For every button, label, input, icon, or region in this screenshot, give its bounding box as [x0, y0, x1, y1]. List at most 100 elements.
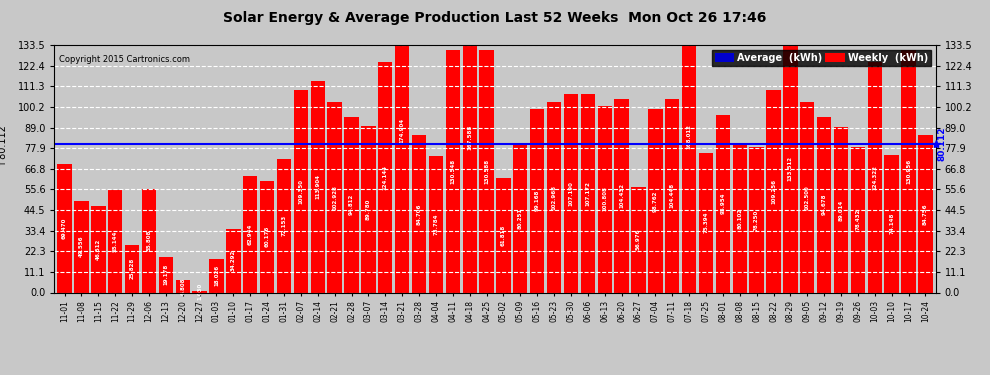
Bar	[175, 280, 190, 292]
Bar	[412, 135, 427, 292]
Text: 130.548: 130.548	[450, 159, 455, 184]
Text: 18.026: 18.026	[214, 265, 219, 286]
Bar	[446, 51, 460, 292]
Bar	[834, 128, 848, 292]
Text: Copyright 2015 Cartronics.com: Copyright 2015 Cartronics.com	[58, 55, 190, 64]
Text: 102.968: 102.968	[551, 184, 556, 210]
Text: 130.956: 130.956	[906, 159, 911, 184]
Text: 104.432: 104.432	[619, 183, 624, 208]
Text: 6.808: 6.808	[180, 278, 185, 295]
Legend: Average  (kWh), Weekly  (kWh): Average (kWh), Weekly (kWh)	[712, 50, 931, 66]
Text: 1.030: 1.030	[197, 283, 202, 300]
Text: 78.432: 78.432	[855, 209, 860, 231]
Text: 19.178: 19.178	[163, 264, 168, 285]
Text: 89.780: 89.780	[366, 199, 371, 220]
Bar	[108, 190, 123, 292]
Bar	[530, 109, 544, 292]
Bar	[615, 99, 629, 292]
Bar	[648, 110, 662, 292]
Text: 98.762: 98.762	[652, 190, 657, 211]
Bar	[209, 259, 224, 292]
Text: 102.928: 102.928	[333, 184, 338, 210]
Bar	[462, 0, 477, 292]
Text: 124.144: 124.144	[383, 165, 388, 190]
Bar	[91, 206, 106, 292]
Text: 56.976: 56.976	[636, 229, 641, 251]
Bar	[884, 155, 899, 292]
Bar	[277, 159, 291, 292]
Bar	[378, 62, 392, 292]
Bar	[766, 90, 781, 292]
Text: Solar Energy & Average Production Last 52 Weeks  Mon Oct 26 17:46: Solar Energy & Average Production Last 5…	[224, 11, 766, 25]
Bar	[563, 94, 578, 292]
Bar	[125, 244, 140, 292]
Bar	[817, 117, 832, 292]
Text: ↑80.112: ↑80.112	[0, 123, 6, 165]
Text: 124.322: 124.322	[872, 165, 877, 190]
Text: 89.014: 89.014	[839, 200, 843, 220]
Bar	[345, 117, 358, 292]
Bar	[244, 176, 257, 292]
Text: 102.500: 102.500	[805, 185, 810, 210]
Text: 80.251: 80.251	[518, 207, 523, 229]
Bar	[142, 189, 156, 292]
Text: 107.172: 107.172	[585, 181, 590, 206]
Text: 72.153: 72.153	[281, 215, 286, 236]
Bar	[598, 106, 612, 292]
Text: 130.588: 130.588	[484, 159, 489, 184]
Text: 80.102: 80.102	[738, 208, 742, 229]
Bar	[665, 99, 679, 292]
Text: 84.756: 84.756	[923, 203, 928, 225]
Text: 113.904: 113.904	[315, 174, 321, 200]
Bar	[294, 90, 308, 292]
Text: 49.556: 49.556	[79, 236, 84, 257]
Text: 95.954: 95.954	[721, 193, 726, 214]
Text: 109.350: 109.350	[298, 178, 303, 204]
Bar	[546, 102, 561, 292]
Text: 73.784: 73.784	[434, 213, 439, 235]
Bar	[395, 0, 409, 292]
Bar	[226, 229, 241, 292]
Text: 94.812: 94.812	[349, 194, 354, 215]
Text: 174.904: 174.904	[400, 118, 405, 143]
Bar	[311, 81, 325, 292]
Text: 168.012: 168.012	[687, 124, 692, 149]
Text: 69.470: 69.470	[62, 217, 67, 239]
Bar	[158, 257, 173, 292]
Bar	[361, 126, 375, 292]
Text: 75.394: 75.394	[704, 212, 709, 233]
Text: 100.808: 100.808	[602, 187, 607, 211]
Text: 94.678: 94.678	[822, 194, 827, 216]
Text: 60.176: 60.176	[264, 226, 269, 248]
Bar	[716, 115, 730, 292]
Text: 78.250: 78.250	[754, 209, 759, 231]
Bar	[733, 144, 746, 292]
Bar	[192, 291, 207, 292]
Text: 46.512: 46.512	[96, 239, 101, 260]
Bar	[581, 94, 595, 292]
Text: 133.512: 133.512	[788, 156, 793, 181]
Text: 109.256: 109.256	[771, 179, 776, 204]
Text: 74.148: 74.148	[889, 213, 894, 234]
Text: 80.112: 80.112	[938, 127, 946, 161]
Bar	[479, 50, 494, 292]
Bar	[749, 147, 764, 292]
Text: 55.808: 55.808	[147, 230, 151, 252]
Text: 25.828: 25.828	[130, 258, 135, 279]
Bar	[901, 50, 916, 292]
Bar	[496, 178, 511, 292]
Text: 104.448: 104.448	[669, 183, 675, 208]
Bar	[328, 102, 342, 292]
Bar	[429, 156, 444, 292]
Bar	[74, 201, 89, 292]
Bar	[919, 135, 933, 292]
Bar	[682, 0, 696, 292]
Text: 107.190: 107.190	[568, 181, 573, 206]
Text: 167.588: 167.588	[467, 124, 472, 150]
Bar	[800, 102, 815, 292]
Bar	[260, 181, 274, 292]
Bar	[867, 62, 882, 292]
Text: 34.292: 34.292	[231, 250, 236, 272]
Bar	[783, 45, 798, 292]
Bar	[699, 153, 713, 292]
